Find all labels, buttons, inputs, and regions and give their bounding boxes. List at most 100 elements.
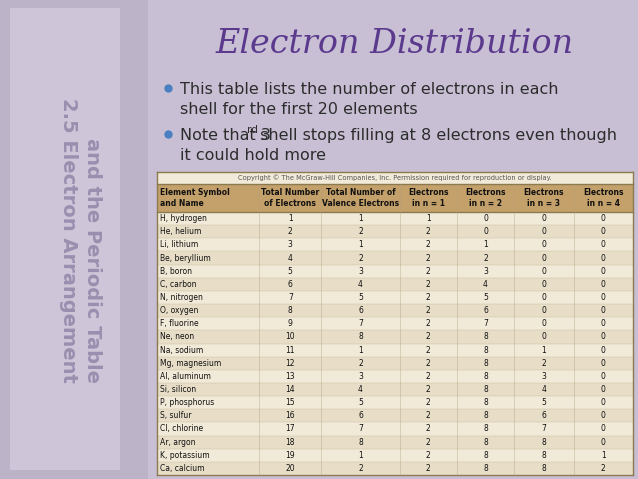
Text: C, carbon: C, carbon <box>160 280 197 289</box>
Bar <box>157 212 633 225</box>
Text: 1: 1 <box>483 240 488 250</box>
Text: 8: 8 <box>483 359 488 368</box>
Text: 2: 2 <box>426 359 431 368</box>
Text: 1: 1 <box>288 214 293 223</box>
Text: 2: 2 <box>426 319 431 328</box>
Text: 4: 4 <box>483 280 488 289</box>
Text: Ca, calcium: Ca, calcium <box>160 464 205 473</box>
Text: 2: 2 <box>426 306 431 315</box>
Text: 0: 0 <box>541 214 546 223</box>
Text: 0: 0 <box>601 359 605 368</box>
Text: 0: 0 <box>601 240 605 250</box>
Text: 6: 6 <box>541 411 546 421</box>
Text: 5: 5 <box>541 398 546 407</box>
Bar <box>157 172 633 475</box>
Text: 0: 0 <box>541 319 546 328</box>
Text: 3: 3 <box>358 267 363 276</box>
Text: 5: 5 <box>288 267 293 276</box>
Text: 2: 2 <box>426 280 431 289</box>
Text: 2: 2 <box>601 464 605 473</box>
Text: shell stops filling at 8 electrons even though: shell stops filling at 8 electrons even … <box>255 128 617 143</box>
Text: Si, silicon: Si, silicon <box>160 385 196 394</box>
Text: 0: 0 <box>601 385 605 394</box>
Text: Electrons
in n = 4: Electrons in n = 4 <box>583 188 623 208</box>
Text: 6: 6 <box>358 411 363 421</box>
Text: 2: 2 <box>426 345 431 354</box>
Bar <box>157 278 633 291</box>
Text: Ne, neon: Ne, neon <box>160 332 194 342</box>
Text: 3: 3 <box>358 372 363 381</box>
Text: 15: 15 <box>285 398 295 407</box>
Text: 2: 2 <box>358 227 363 236</box>
Text: Total Number of
Valence Electrons: Total Number of Valence Electrons <box>322 188 399 208</box>
Text: 4: 4 <box>358 385 363 394</box>
Text: 0: 0 <box>601 332 605 342</box>
Text: shell for the first 20 elements: shell for the first 20 elements <box>180 102 418 117</box>
Text: 8: 8 <box>483 411 488 421</box>
Text: Na, sodium: Na, sodium <box>160 345 204 354</box>
Text: 0: 0 <box>541 267 546 276</box>
Text: 2: 2 <box>358 253 363 262</box>
Bar <box>157 462 633 475</box>
Text: 0: 0 <box>601 214 605 223</box>
Text: 2: 2 <box>288 227 293 236</box>
Text: 8: 8 <box>483 464 488 473</box>
Text: 2: 2 <box>426 293 431 302</box>
Text: 2: 2 <box>426 240 431 250</box>
Text: 8: 8 <box>483 372 488 381</box>
Text: 2: 2 <box>426 464 431 473</box>
Bar <box>157 238 633 251</box>
Text: Element Symbol
and Name: Element Symbol and Name <box>160 188 230 208</box>
Text: 0: 0 <box>601 424 605 433</box>
Text: 0: 0 <box>483 227 488 236</box>
Text: 0: 0 <box>601 293 605 302</box>
Text: 0: 0 <box>601 227 605 236</box>
Text: 0: 0 <box>601 411 605 421</box>
Text: 1: 1 <box>358 451 363 460</box>
Text: 4: 4 <box>358 280 363 289</box>
Bar <box>157 435 633 449</box>
Text: 0: 0 <box>541 227 546 236</box>
Text: 1: 1 <box>426 214 431 223</box>
Text: 6: 6 <box>483 306 488 315</box>
Text: Copyright © The McGraw-Hill Companies, Inc. Permission required for reproduction: Copyright © The McGraw-Hill Companies, I… <box>238 175 552 182</box>
Bar <box>157 383 633 396</box>
Bar <box>157 304 633 317</box>
Text: 20: 20 <box>285 464 295 473</box>
Text: 2: 2 <box>483 253 488 262</box>
Text: 2: 2 <box>358 359 363 368</box>
Text: 18: 18 <box>286 438 295 446</box>
Text: 7: 7 <box>483 319 488 328</box>
Text: 2: 2 <box>426 411 431 421</box>
Text: Electrons
in n = 1: Electrons in n = 1 <box>408 188 449 208</box>
Text: He, helium: He, helium <box>160 227 202 236</box>
Text: Al, aluminum: Al, aluminum <box>160 372 211 381</box>
Text: 12: 12 <box>286 359 295 368</box>
Bar <box>157 343 633 357</box>
Text: rd: rd <box>247 125 258 135</box>
Text: 1: 1 <box>358 214 363 223</box>
Text: 8: 8 <box>483 451 488 460</box>
Text: B, boron: B, boron <box>160 267 192 276</box>
Text: 0: 0 <box>541 280 546 289</box>
Text: 2: 2 <box>426 372 431 381</box>
Text: 3: 3 <box>483 267 488 276</box>
Bar <box>157 291 633 304</box>
Text: 2: 2 <box>426 424 431 433</box>
Text: it could hold more: it could hold more <box>180 148 326 163</box>
Text: 17: 17 <box>285 424 295 433</box>
Text: Total Number
of Electrons: Total Number of Electrons <box>261 188 320 208</box>
Text: 0: 0 <box>601 319 605 328</box>
Text: Be, beryllium: Be, beryllium <box>160 253 211 262</box>
Text: 8: 8 <box>483 398 488 407</box>
Text: 5: 5 <box>358 293 363 302</box>
Text: K, potassium: K, potassium <box>160 451 210 460</box>
Text: 5: 5 <box>483 293 488 302</box>
Text: 7: 7 <box>358 319 363 328</box>
Text: 8: 8 <box>358 332 363 342</box>
Text: 6: 6 <box>358 306 363 315</box>
Bar <box>157 422 633 435</box>
Bar <box>157 184 633 212</box>
Text: Ar, argon: Ar, argon <box>160 438 195 446</box>
Text: 3: 3 <box>541 372 546 381</box>
